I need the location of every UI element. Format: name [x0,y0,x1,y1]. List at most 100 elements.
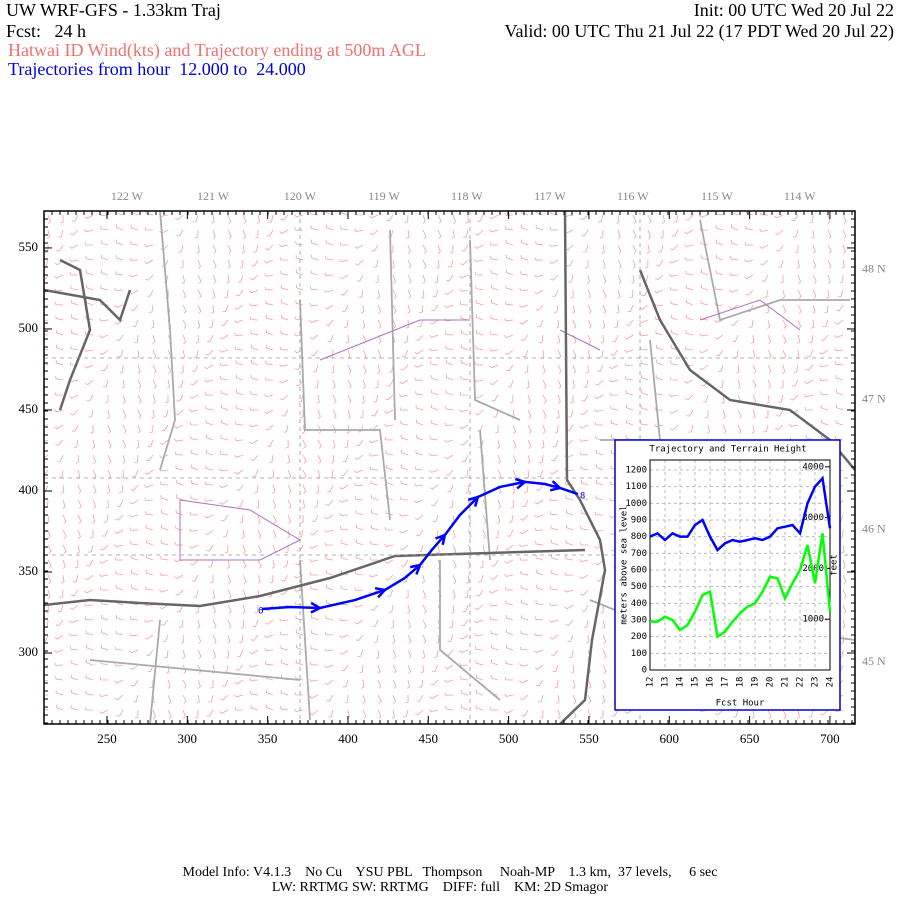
wind-barb [671,329,679,336]
footer-line-1: Model Info: V4.1.3 No Cu YSU PBL Thompso… [183,865,718,880]
wind-barb [405,319,410,329]
wind-barb [384,526,394,531]
wind-barb [535,224,544,231]
wind-barb [699,227,709,231]
wind-barb [684,257,693,261]
wind-barb [219,467,229,472]
wind-barb [781,289,786,299]
wind-barb [265,344,274,351]
wind-barb [376,289,381,299]
wind-barb [340,469,349,477]
wind-barb [482,529,486,539]
wind-barb [189,544,199,549]
wind-barb [257,544,262,554]
wind-barb [520,239,529,246]
wind-barb [152,394,156,404]
wind-barb [730,211,739,216]
wind-barb [256,214,260,224]
wind-barb [542,424,546,434]
wind-barb [625,404,634,411]
wind-barb [617,244,622,254]
wind-barb [804,407,814,411]
wind-barb [249,316,259,321]
wind-barb [684,229,694,235]
wind-barb [520,614,529,621]
subtitle: Hatwai ID Wind(kts) and Trajectory endin… [8,40,426,61]
wind-barb [280,689,289,696]
wind-barb [182,304,187,314]
wind-barb [159,439,169,445]
wind-barb [309,334,319,340]
wind-barb [459,634,469,640]
wind-barb [160,619,169,626]
wind-barb [521,599,529,606]
wind-barb [376,364,381,374]
wind-barb [55,329,64,336]
wind-barb [751,709,755,719]
wind-barb [415,404,424,411]
wind-barb [555,319,560,329]
wind-barb [625,390,634,396]
wind-barb [115,614,124,621]
wind-barb [119,484,124,493]
wind-barb [47,574,52,584]
wind-barb [136,439,140,449]
wind-barb [594,511,604,516]
wind-barb [437,214,442,224]
wind-barb [752,409,756,419]
wind-barb [640,374,649,381]
wind-barb [834,334,844,338]
wind-barb [715,239,724,246]
wind-barb [361,679,365,689]
wind-barb [722,424,727,434]
wind-barb [624,334,634,340]
wind-barb [279,618,289,622]
wind-barb [70,285,79,291]
wind-barb [840,634,845,644]
wind-barb [264,647,274,652]
wind-barb [422,604,427,614]
wind-barb [385,574,394,581]
wind-barb [264,409,274,414]
wind-barb [430,389,439,396]
wind-barb [131,569,139,576]
wind-barb [159,481,169,486]
wind-barb [324,289,334,293]
longitude-label: 117 W [534,189,566,203]
wind-barb [339,634,349,638]
wind-barb [114,319,124,325]
wind-barb [295,629,304,636]
wind-barb [429,469,439,473]
wind-barb [600,334,605,344]
wind-barb [58,229,64,238]
wind-barb [264,377,273,381]
wind-barb [504,559,514,564]
wind-barb [295,284,304,291]
wind-barb [298,394,304,403]
wind-barb [596,464,604,471]
wind-barb [805,364,814,371]
wind-barb [497,454,502,464]
wind-barb [587,694,592,704]
wind-barb [505,600,514,606]
wind-barb [449,499,454,509]
wind-barb [447,484,454,492]
wind-barb [459,649,469,653]
wind-barb [599,229,604,239]
wind-barb [73,439,79,448]
wind-barb [145,554,154,561]
wind-barb [557,709,561,719]
wind-barb [237,499,244,508]
wind-barb [524,364,529,374]
wind-barb [489,603,499,607]
y-tick-label: 500 [631,582,647,592]
wind-barb [85,269,94,276]
wind-barb [369,466,379,471]
map-layer: 250 300 350 400 450 500 550 600 650 7003003504004… [19,189,887,746]
wind-barb [309,694,319,699]
wind-barb [164,649,169,659]
wind-barb [324,631,334,636]
wind-barb [445,389,454,396]
wind-barb [475,674,484,681]
wind-barb [316,394,320,404]
